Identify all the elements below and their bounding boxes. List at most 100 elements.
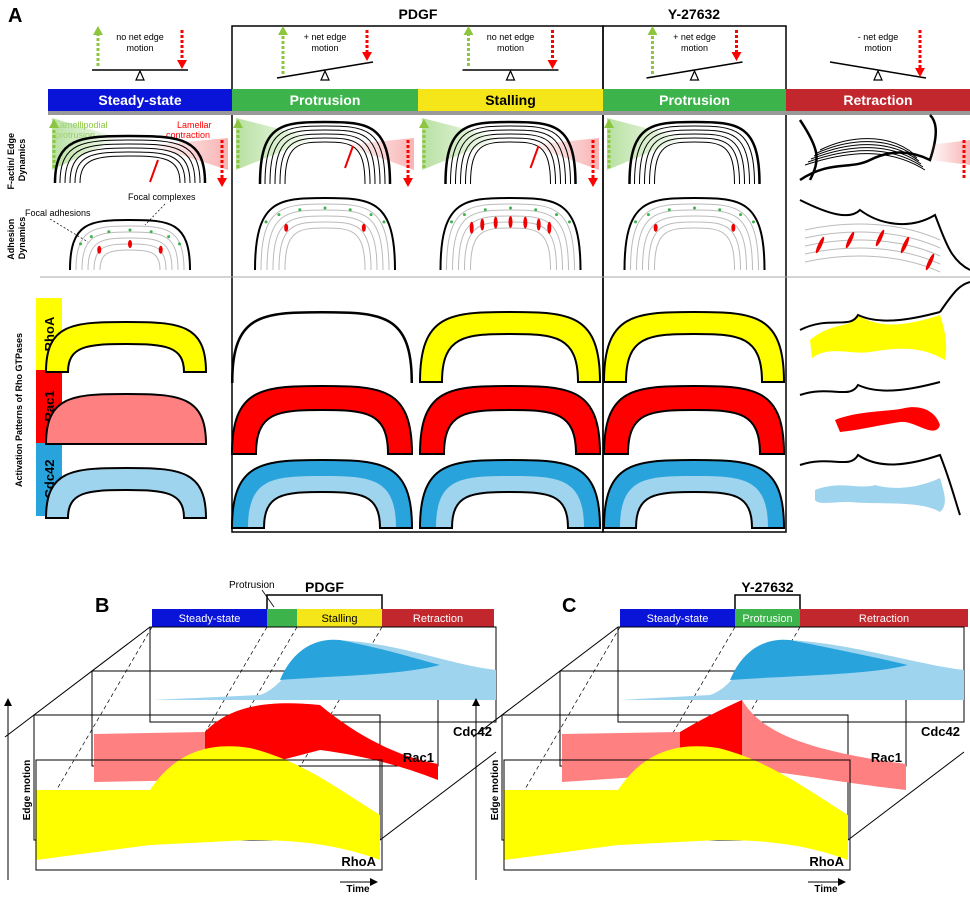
panel-b-letter: B [95, 595, 109, 617]
actin-fiber [465, 137, 556, 185]
red-arrowhead-icon [217, 178, 227, 187]
focal-adhesion [875, 229, 885, 247]
rhoa-pattern-2 [418, 310, 602, 383]
perspective-line [379, 751, 497, 841]
y-arrow-icon [472, 698, 480, 706]
actin-cell-3 [604, 118, 761, 185]
adhesion-fiber [278, 221, 372, 271]
green-arrowhead-icon [419, 119, 429, 128]
focal-adhesion [97, 245, 102, 254]
stage-bar-2 [418, 89, 603, 111]
treatment-label: PDGF [305, 579, 344, 595]
callout-leader [261, 589, 275, 608]
balance-fulcrum [320, 69, 330, 81]
adhesion-cell-2 [439, 196, 582, 271]
contraction-wedge [345, 138, 414, 170]
focal-complex [739, 213, 743, 217]
actin-fiber [258, 120, 392, 185]
focal-complex [693, 206, 696, 210]
row-label-adhesion-2: Dynamics [17, 217, 27, 260]
protrusion-wedge [236, 118, 315, 170]
y27632-title: Y-27632 [668, 6, 720, 22]
focal-complex [450, 220, 454, 224]
header-rule [48, 111, 970, 115]
adhesion-fiber [99, 249, 161, 271]
cell-edge [254, 196, 396, 271]
actin-fiber [634, 125, 755, 185]
red-arrowhead-icon [731, 52, 742, 61]
green-arrowhead-icon [233, 119, 243, 128]
stage-bar-3 [382, 609, 494, 627]
y-arrow-icon [4, 698, 12, 706]
focal-adhesion [284, 223, 289, 232]
actin-fiber [649, 137, 740, 185]
red-arrowhead-icon [588, 178, 598, 187]
panel-a-letter: A [8, 5, 22, 27]
stage-bar-0 [48, 89, 232, 111]
focal-complex [751, 220, 755, 224]
actin-cell-retraction [798, 114, 970, 182]
focal-adhesion [845, 231, 855, 249]
layer-label-rac1: Rac1 [871, 750, 902, 765]
stress-fiber [529, 145, 540, 169]
focal-complex [323, 206, 327, 210]
rac1-pattern-2 [418, 384, 602, 455]
balance-label: motion [126, 43, 153, 53]
adhesion-fiber [804, 231, 941, 249]
row-label-adhesion: Adhesion Dynamics [6, 216, 27, 260]
row-label-adhesion-1: Adhesion [6, 219, 16, 260]
stage-label-2: Retraction [859, 613, 909, 625]
lamellar-label: Lamellar contraction [166, 120, 212, 140]
cell-edge [69, 218, 191, 271]
adhesion-cell-0 [69, 218, 191, 271]
balance-label: motion [311, 43, 338, 53]
cdc42-pattern-0 [44, 466, 208, 519]
adhesion-fiber [75, 225, 185, 271]
layer-label-rhoa: RhoA [809, 854, 844, 869]
rac1-pattern-0 [44, 392, 208, 445]
actin-fiber [628, 120, 761, 185]
actin-fiber [59, 139, 201, 184]
adhesion-fiber [272, 215, 378, 271]
stage-label-2: Stalling [485, 92, 536, 108]
stage-label-3: Retraction [413, 613, 463, 625]
panel-c: Steady-state Protrusion Retraction Y-27632 C… [472, 579, 968, 895]
focal-complexes-label: Focal complexes [128, 192, 196, 202]
green-arrowhead-icon [49, 119, 59, 128]
stage-label-0: Steady-state [647, 613, 709, 625]
balance-label: no net edge [116, 32, 164, 42]
stress-fiber [149, 159, 159, 183]
rhoa-retraction [810, 315, 947, 360]
stage-label-3: Protrusion [659, 92, 730, 108]
adhesion-fiber [260, 203, 390, 271]
adhesion-fiber [630, 203, 759, 271]
adhesion-fiber [81, 231, 179, 271]
focal-complex [646, 213, 650, 217]
row-label-gtpases: Activation Patterns of Rho GTPases [14, 333, 24, 487]
x-arrow-icon [370, 878, 378, 886]
stage-label-0: Steady-state [179, 613, 241, 625]
cdc42-inner-1 [232, 460, 412, 528]
adhesion-fiber [636, 209, 753, 271]
focal-complexes-leader [144, 203, 166, 226]
actin-fiber [807, 150, 924, 168]
adhesion-fiber [804, 247, 941, 265]
actin-fiber [819, 138, 916, 156]
adhesion-cell-retraction [799, 199, 970, 273]
y-axis-label: Edge motion [22, 760, 33, 821]
row-label-factin-2: Dynamics [17, 139, 27, 182]
layer-label-rhoa: RhoA [341, 854, 376, 869]
adhesion-fiber [804, 223, 941, 241]
focal-complex [667, 208, 671, 212]
cell-edge [439, 196, 582, 271]
x-axis-label: Time [346, 884, 370, 892]
focal-complex [89, 235, 93, 239]
actin-fiber [816, 141, 918, 159]
x-arrow-icon [838, 878, 846, 886]
